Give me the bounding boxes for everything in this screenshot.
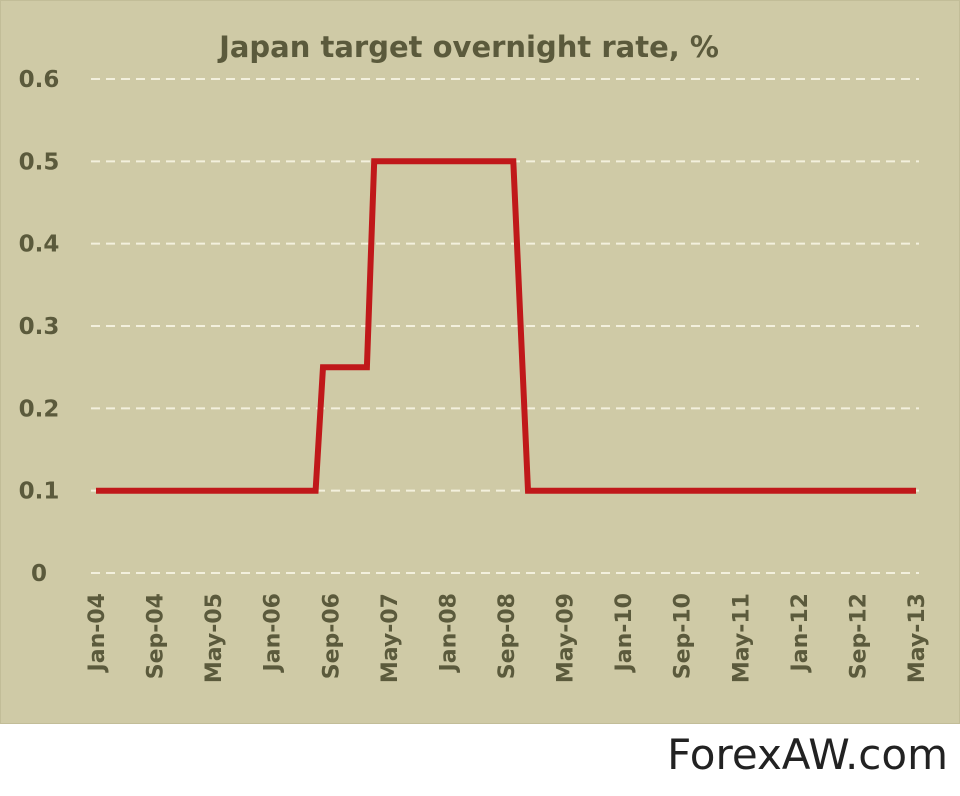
series-line xyxy=(96,158,916,494)
y-tick-label: 0.5 xyxy=(19,149,60,175)
x-tick-label: Sep-12 xyxy=(846,593,871,679)
gridlines xyxy=(91,78,919,574)
x-tick-label: Jan-10 xyxy=(612,593,637,673)
x-tick-label: May-13 xyxy=(905,593,930,683)
x-tick-label: Jan-06 xyxy=(261,593,286,673)
x-tick-label: Sep-10 xyxy=(671,593,696,679)
x-tick-label: Jan-08 xyxy=(436,593,461,673)
y-tick-label: 0 xyxy=(31,561,47,587)
x-axis-ticks: Jan-04 Sep-04 May-05 Jan-06 Sep-06 May-07 Jan-… xyxy=(85,593,930,683)
y-axis-ticks: 0 0.1 0.2 0.3 0.4 0.5 0.6 xyxy=(19,67,60,587)
chart-area: Japan target overnight rate, % 0 0.1 0.2 0.… xyxy=(0,0,960,724)
x-tick-label: Sep-06 xyxy=(319,593,344,679)
x-tick-label: Sep-04 xyxy=(144,593,169,679)
y-tick-label: 0.3 xyxy=(19,314,60,340)
chart-title: Japan target overnight rate, % xyxy=(217,30,719,64)
x-tick-label: May-05 xyxy=(202,593,227,683)
series-layer xyxy=(95,158,917,494)
y-tick-label: 0.6 xyxy=(19,67,60,93)
x-tick-label: May-07 xyxy=(378,593,403,683)
y-tick-label: 0.1 xyxy=(19,479,60,505)
x-tick-label: May-09 xyxy=(554,593,579,683)
line-chart: Japan target overnight rate, % 0 0.1 0.2 0.… xyxy=(19,30,930,683)
watermark: ForexAW.com xyxy=(667,730,948,779)
x-tick-label: Jan-04 xyxy=(85,593,110,673)
y-tick-label: 0.2 xyxy=(19,396,60,422)
x-tick-label: Jan-12 xyxy=(788,593,813,673)
x-tick-label: May-11 xyxy=(729,593,754,683)
x-tick-label: Sep-08 xyxy=(495,593,520,679)
y-tick-label: 0.4 xyxy=(19,232,60,258)
